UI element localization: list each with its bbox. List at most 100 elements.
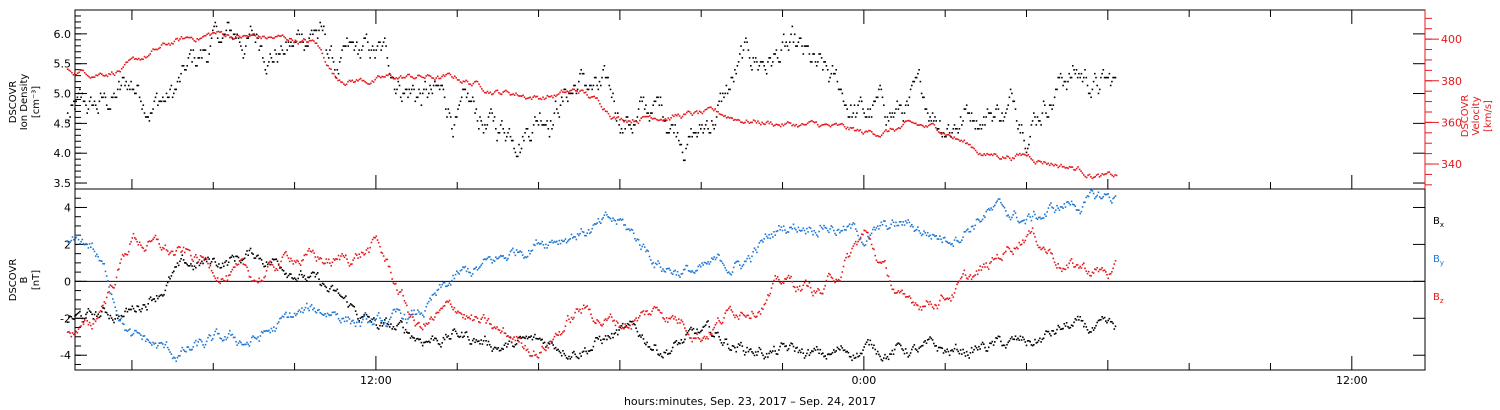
velocity-point	[563, 91, 566, 94]
bx-point	[1087, 332, 1090, 334]
bz-point	[568, 318, 570, 321]
density-point	[70, 104, 73, 106]
velocity-point	[562, 91, 564, 93]
density-point	[664, 120, 667, 122]
by-point	[470, 275, 473, 277]
by-point	[202, 344, 204, 346]
bx-point	[80, 315, 82, 317]
velocity-point	[1037, 159, 1040, 162]
bz-point	[1020, 243, 1023, 246]
by-point	[637, 239, 640, 241]
velocity-point	[69, 70, 72, 73]
bx-point	[103, 307, 106, 310]
velocity-point	[714, 108, 716, 110]
density-point	[773, 53, 775, 55]
velocity-point	[412, 77, 415, 80]
by-point	[874, 229, 876, 231]
density-point	[680, 143, 683, 146]
by-point	[1018, 221, 1020, 224]
density-point	[124, 84, 126, 87]
bx-point	[976, 349, 979, 351]
bx-point	[481, 343, 484, 345]
density-point	[249, 25, 252, 28]
bz-point	[591, 317, 593, 319]
density-point	[310, 29, 313, 32]
by-point	[652, 261, 654, 264]
density-point	[1065, 88, 1068, 91]
velocity-point	[616, 116, 618, 119]
velocity-point	[269, 36, 271, 39]
velocity-point	[476, 80, 479, 83]
by-point	[689, 270, 691, 272]
bz-point	[529, 355, 531, 357]
by-point	[255, 338, 258, 340]
density-point	[301, 33, 303, 36]
density-point	[964, 108, 967, 110]
density-point	[354, 45, 357, 47]
bz-point	[227, 274, 230, 277]
velocity-point	[1105, 172, 1108, 175]
bz-point	[81, 321, 84, 323]
by-point	[497, 257, 500, 260]
by-point	[358, 321, 360, 323]
velocity-point	[828, 124, 830, 127]
velocity-point	[576, 90, 578, 92]
velocity-point	[338, 79, 341, 81]
by-point	[1074, 205, 1077, 207]
density-point	[471, 96, 474, 99]
velocity-point	[841, 122, 843, 125]
bz-point	[589, 308, 591, 311]
velocity-point	[795, 123, 798, 126]
bz-point	[508, 336, 511, 338]
by-point	[828, 231, 830, 234]
bx-point	[824, 355, 826, 357]
density-point	[769, 57, 772, 59]
bz-point	[717, 317, 719, 319]
density-point	[1034, 116, 1036, 118]
velocity-point	[670, 117, 672, 119]
bz-point	[504, 332, 507, 335]
bz-point	[83, 319, 86, 322]
bx-point	[885, 357, 887, 360]
bz-point	[774, 275, 776, 277]
bz-point	[235, 263, 237, 265]
bx-point	[442, 336, 445, 339]
bx-point	[326, 290, 329, 292]
bx-point	[928, 338, 930, 340]
velocity-point	[492, 93, 494, 95]
by-point	[718, 254, 720, 256]
velocity-point	[525, 98, 527, 100]
bz-point	[368, 251, 370, 253]
velocity-point	[647, 115, 650, 118]
density-point	[968, 112, 970, 114]
by-point	[769, 237, 772, 240]
density-point	[307, 45, 309, 47]
by-point	[103, 263, 106, 265]
velocity-point	[519, 95, 521, 97]
by-point	[591, 227, 593, 230]
velocity-point	[865, 130, 867, 132]
velocity-point	[74, 72, 76, 75]
velocity-point	[304, 39, 307, 41]
bx-point	[458, 336, 460, 338]
velocity-point	[693, 112, 695, 114]
b-ylabel-line1: DSCOVR	[8, 259, 19, 302]
by-point	[381, 319, 384, 322]
bz-point	[277, 264, 280, 266]
bx-point	[184, 262, 186, 264]
bx-point	[539, 337, 541, 340]
density-point	[436, 84, 439, 87]
bz-point	[87, 323, 90, 326]
velocity-point	[287, 39, 290, 42]
bx-point	[1094, 327, 1096, 329]
velocity-point	[360, 77, 362, 80]
by-point	[704, 262, 707, 264]
velocity-point	[999, 158, 1001, 160]
bz-point	[1008, 247, 1011, 250]
bz-point	[979, 265, 981, 267]
density-tick-label: 3.5	[54, 177, 72, 190]
bz-point	[515, 335, 518, 338]
density-point	[393, 88, 396, 91]
bx-point	[596, 337, 598, 339]
bz-point	[237, 263, 240, 266]
